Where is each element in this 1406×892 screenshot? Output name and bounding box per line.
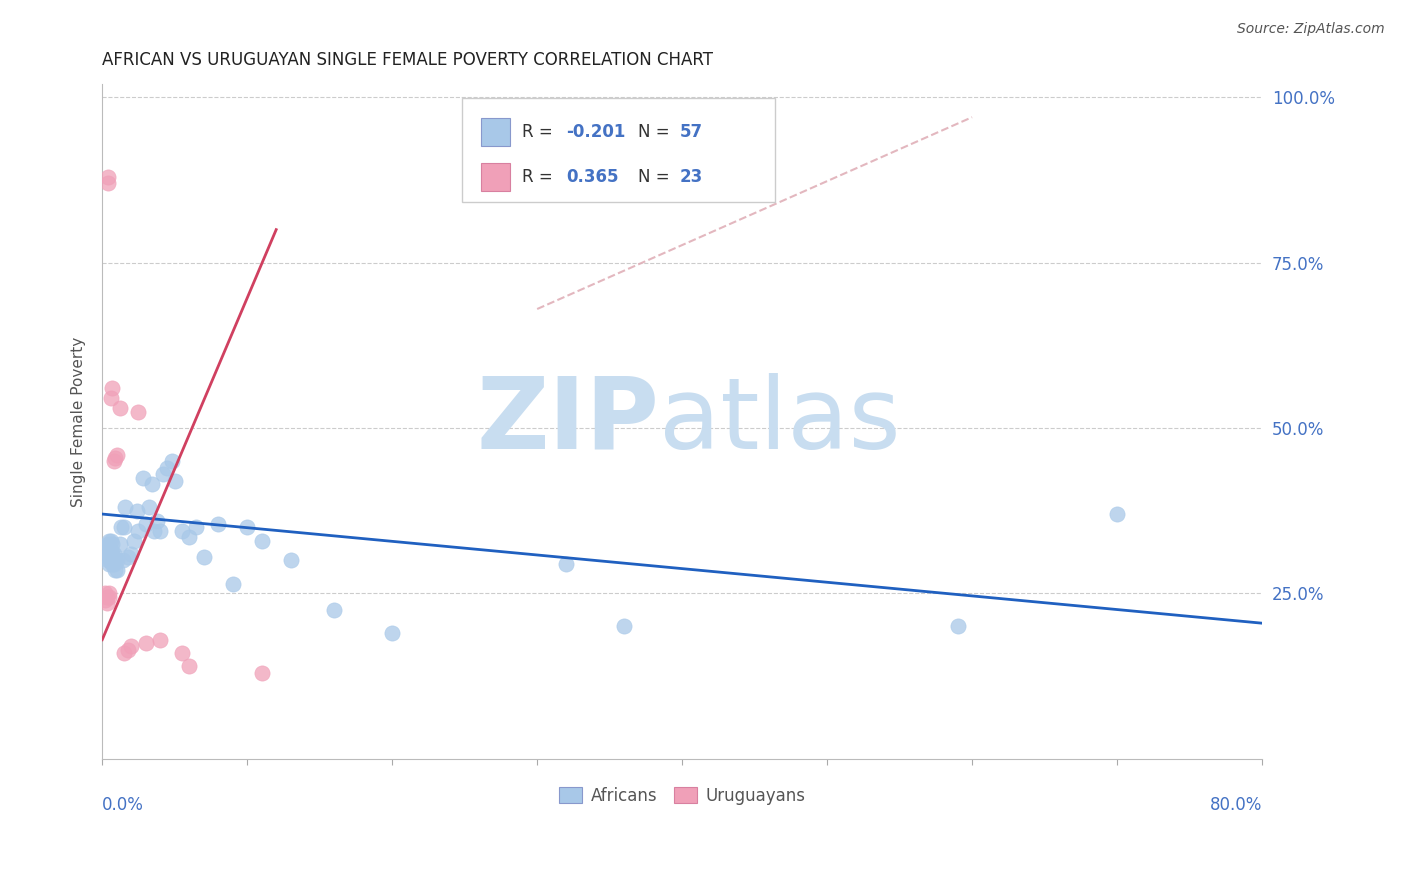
Point [163,474,186,488]
Point [97,553,120,567]
Point [98,547,121,561]
Point [97,547,120,561]
Point [250,533,273,548]
Point [555,557,578,571]
Text: 0.365: 0.365 [567,169,619,186]
Point [104,563,127,577]
Point [135,636,157,650]
Point [96,549,118,564]
Point [100,392,122,406]
Point [323,603,346,617]
Point [946,619,969,633]
Point [94,586,117,600]
Point [156,460,179,475]
Text: 23: 23 [681,169,703,186]
Text: 57: 57 [681,123,703,141]
Point [613,619,636,633]
Point [170,646,193,660]
Point [97,177,120,191]
Point [125,504,148,518]
Point [221,576,243,591]
Text: -0.201: -0.201 [567,123,626,141]
Text: 0.0%: 0.0% [103,796,143,814]
Point [179,659,201,673]
Point [120,547,142,561]
Point [122,533,145,548]
Point [112,520,135,534]
Point [105,448,128,462]
Point [104,450,127,465]
Point [186,520,208,534]
Point [94,543,117,558]
Point [100,533,122,548]
Point [132,471,155,485]
Point [117,642,139,657]
Point [193,549,215,564]
Point [103,547,125,561]
Point [101,381,124,395]
Point [160,454,183,468]
Point [100,553,122,567]
Text: N =: N = [638,169,675,186]
Text: R =: R = [522,169,558,186]
Point [236,520,259,534]
Text: atlas: atlas [659,373,901,470]
Text: 80.0%: 80.0% [1209,796,1263,814]
Point [100,543,122,558]
Point [108,537,131,551]
Point [97,537,120,551]
Point [96,596,118,610]
Point [381,626,404,640]
FancyBboxPatch shape [461,97,775,202]
Point [98,557,121,571]
Point [101,537,124,551]
Point [207,516,229,531]
Point [94,593,117,607]
Point [97,169,120,184]
Text: Source: ZipAtlas.com: Source: ZipAtlas.com [1237,22,1385,37]
Point [114,500,136,515]
Point [96,590,118,604]
Point [1105,507,1128,521]
Point [98,590,121,604]
Point [101,547,124,561]
Point [104,553,127,567]
Point [152,467,174,482]
Point [149,524,172,538]
Point [179,530,201,544]
Point [105,553,128,567]
Point [101,557,124,571]
Point [127,404,149,418]
Point [146,514,169,528]
Point [141,477,163,491]
Point [98,586,121,600]
Y-axis label: Single Female Poverty: Single Female Poverty [72,336,86,507]
Point [170,524,193,538]
Point [111,553,134,567]
Point [103,557,125,571]
Text: R =: R = [522,123,558,141]
Point [280,553,302,567]
Point [135,516,157,531]
Point [117,549,139,564]
Point [103,454,125,468]
Text: ZIP: ZIP [477,373,659,470]
Point [112,646,135,660]
Legend: Africans, Uruguayans: Africans, Uruguayans [553,780,813,811]
Text: N =: N = [638,123,675,141]
Point [250,665,273,680]
Point [108,401,131,416]
Point [149,632,172,647]
Point [98,533,121,548]
Point [110,520,132,534]
Point [143,524,166,538]
Point [105,563,128,577]
Point [138,500,160,515]
Point [96,540,118,554]
FancyBboxPatch shape [481,163,510,192]
Text: AFRICAN VS URUGUAYAN SINGLE FEMALE POVERTY CORRELATION CHART: AFRICAN VS URUGUAYAN SINGLE FEMALE POVER… [103,51,713,69]
FancyBboxPatch shape [481,118,510,146]
Point [127,524,149,538]
Point [120,640,142,654]
